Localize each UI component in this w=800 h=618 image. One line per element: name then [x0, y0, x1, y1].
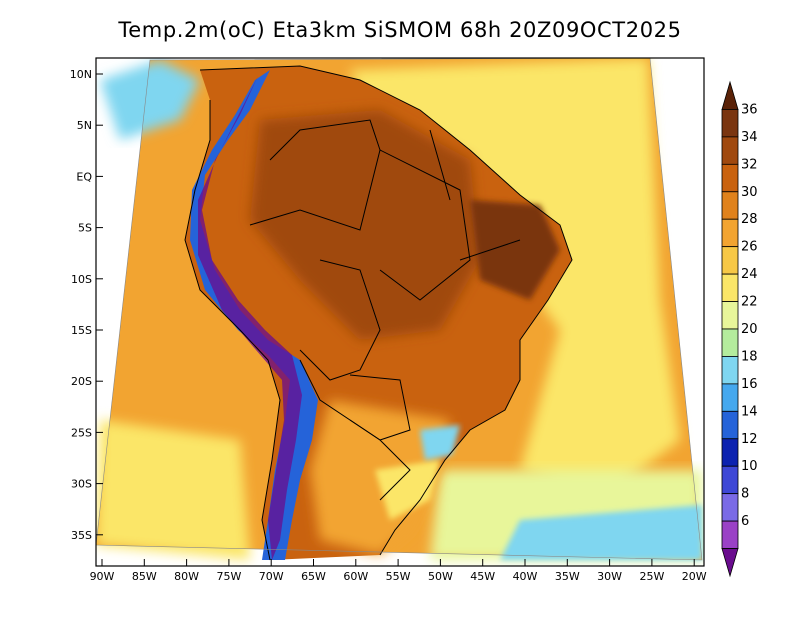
- lat-label: 30S: [71, 478, 92, 491]
- colorbar-label: 10: [741, 459, 758, 474]
- colorbar-label: 22: [741, 295, 758, 310]
- colorbar-swatch: [721, 109, 739, 138]
- interior-hot-zone: [250, 110, 480, 340]
- colorbar-label: 28: [741, 212, 758, 227]
- colorbar-label: 34: [741, 130, 758, 145]
- country-borders: [184, 65, 573, 561]
- colorbar-bottom-arrow: [721, 548, 739, 578]
- colorbar-label: 30: [741, 185, 758, 200]
- colorbar-swatch: [721, 136, 739, 165]
- colorbar-swatch: [721, 356, 739, 385]
- colorbar-label: 36: [741, 102, 758, 117]
- lat-label: 35S: [71, 529, 92, 542]
- south-atlantic-cold: [500, 505, 702, 560]
- lon-label: 75W: [216, 570, 241, 583]
- colorbar-label: 24: [741, 267, 758, 282]
- lat-label: EQ: [76, 170, 92, 183]
- colorbar-label: 26: [741, 240, 758, 255]
- lat-label: 5N: [77, 119, 92, 132]
- colorbar-swatch: [721, 328, 739, 357]
- lon-label: 80W: [174, 570, 199, 583]
- bolivia-border: [299, 259, 381, 381]
- continent-coastline: [199, 65, 573, 556]
- colorbar-label: 32: [741, 157, 758, 172]
- colorbar: 36 34 32 30 28 26 24 22 20 18 16 14 12 10 8 6: [721, 80, 758, 578]
- lat-label: 10S: [71, 273, 92, 286]
- colorbar-label: 6: [741, 514, 749, 529]
- colorbar-label: 8: [741, 487, 749, 502]
- colorbar-label: 20: [741, 322, 758, 337]
- west-coastline: [184, 100, 281, 561]
- colorbar-label: 14: [741, 404, 758, 419]
- lat-label: 20S: [71, 375, 92, 388]
- lat-label: 25S: [71, 426, 92, 439]
- domain-outline: [95, 57, 703, 561]
- lon-label: 65W: [301, 570, 326, 583]
- lon-label: 60W: [343, 570, 368, 583]
- colorbar-top-arrow: [721, 80, 739, 110]
- map-title: Temp.2m(oC) Eta3km SiSMOM 68h 20Z09OCT20…: [118, 18, 682, 42]
- lon-label: 85W: [132, 570, 157, 583]
- lon-label: 30W: [597, 570, 622, 583]
- andes-coldest-core: [198, 76, 302, 560]
- colorbar-swatch: [721, 438, 739, 467]
- colorbar-swatch: [721, 383, 739, 412]
- south-pacific-zone: [96, 420, 250, 560]
- lon-label: 70W: [259, 570, 284, 583]
- lat-label: 10N: [70, 68, 92, 81]
- colorbar-label: 16: [741, 377, 758, 392]
- map-frame: [95, 57, 705, 567]
- uruguay-zone: [375, 460, 440, 520]
- longitude-axis: 90W 85W 80W 75W 70W 65W 60W 55W 50W 45W 40W 35W 30W 2…: [90, 559, 707, 583]
- northeast-hot-zone: [470, 200, 560, 300]
- lat-label: 15S: [71, 324, 92, 337]
- lat-label: 5S: [78, 222, 92, 235]
- lon-label: 25W: [639, 570, 664, 583]
- colorbar-swatch: [721, 301, 739, 330]
- colorbar-swatch: [721, 163, 739, 193]
- colorbar-swatch: [721, 465, 739, 495]
- colorbar-swatch: [721, 410, 739, 440]
- colorbar-swatch: [721, 191, 739, 220]
- temperature-field: [95, 57, 703, 561]
- latitude-axis: 10N 5N EQ 5S 10S 15S 20S 25S 30S 35S: [70, 68, 103, 542]
- colorbar-swatch: [721, 520, 739, 549]
- southern-brazil-cool: [420, 425, 460, 460]
- argentina-border: [299, 359, 411, 501]
- colorbar-swatch: [721, 218, 739, 248]
- lon-label: 45W: [470, 570, 495, 583]
- colorbar-label: 18: [741, 349, 758, 364]
- colorbar-swatch: [721, 273, 739, 302]
- colorbar-swatch: [721, 493, 739, 522]
- lon-label: 50W: [428, 570, 453, 583]
- pacific-cold-pocket: [100, 60, 200, 140]
- lon-label: 40W: [513, 570, 538, 583]
- colorbar-label: 12: [741, 432, 758, 447]
- lon-label: 90W: [90, 570, 115, 583]
- lon-label: 35W: [555, 570, 580, 583]
- lon-label: 55W: [386, 570, 411, 583]
- state-lines: [379, 129, 521, 301]
- colorbar-swatch: [721, 246, 739, 275]
- lon-label: 20W: [682, 570, 707, 583]
